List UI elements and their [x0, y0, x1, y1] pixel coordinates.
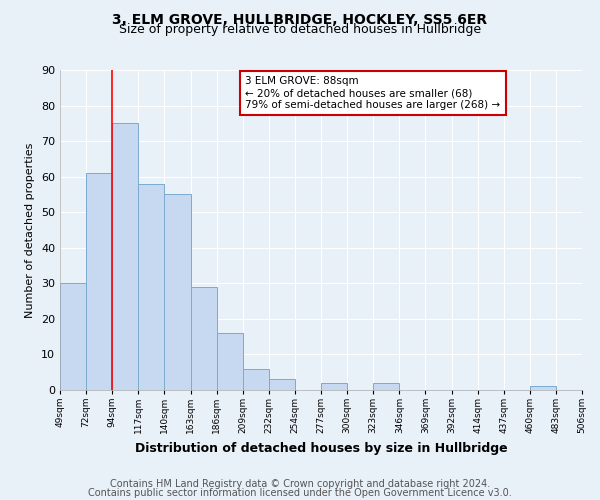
Bar: [164, 194, 191, 390]
Text: Size of property relative to detached houses in Hullbridge: Size of property relative to detached ho…: [119, 22, 481, 36]
Text: 3, ELM GROVE, HULLBRIDGE, HOCKLEY, SS5 6ER: 3, ELM GROVE, HULLBRIDGE, HOCKLEY, SS5 6…: [112, 12, 488, 26]
Bar: [530, 386, 556, 390]
Bar: [191, 287, 217, 390]
Bar: [217, 333, 243, 390]
Y-axis label: Number of detached properties: Number of detached properties: [25, 142, 35, 318]
Text: 3 ELM GROVE: 88sqm
← 20% of detached houses are smaller (68)
79% of semi-detache: 3 ELM GROVE: 88sqm ← 20% of detached hou…: [245, 76, 500, 110]
Bar: [60, 284, 86, 390]
Bar: [269, 380, 295, 390]
Bar: [86, 173, 112, 390]
Text: Contains public sector information licensed under the Open Government Licence v3: Contains public sector information licen…: [88, 488, 512, 498]
Bar: [243, 368, 269, 390]
Bar: [373, 383, 400, 390]
Bar: [321, 383, 347, 390]
Bar: [139, 184, 164, 390]
Bar: [112, 124, 139, 390]
X-axis label: Distribution of detached houses by size in Hullbridge: Distribution of detached houses by size …: [134, 442, 508, 454]
Text: Contains HM Land Registry data © Crown copyright and database right 2024.: Contains HM Land Registry data © Crown c…: [110, 479, 490, 489]
